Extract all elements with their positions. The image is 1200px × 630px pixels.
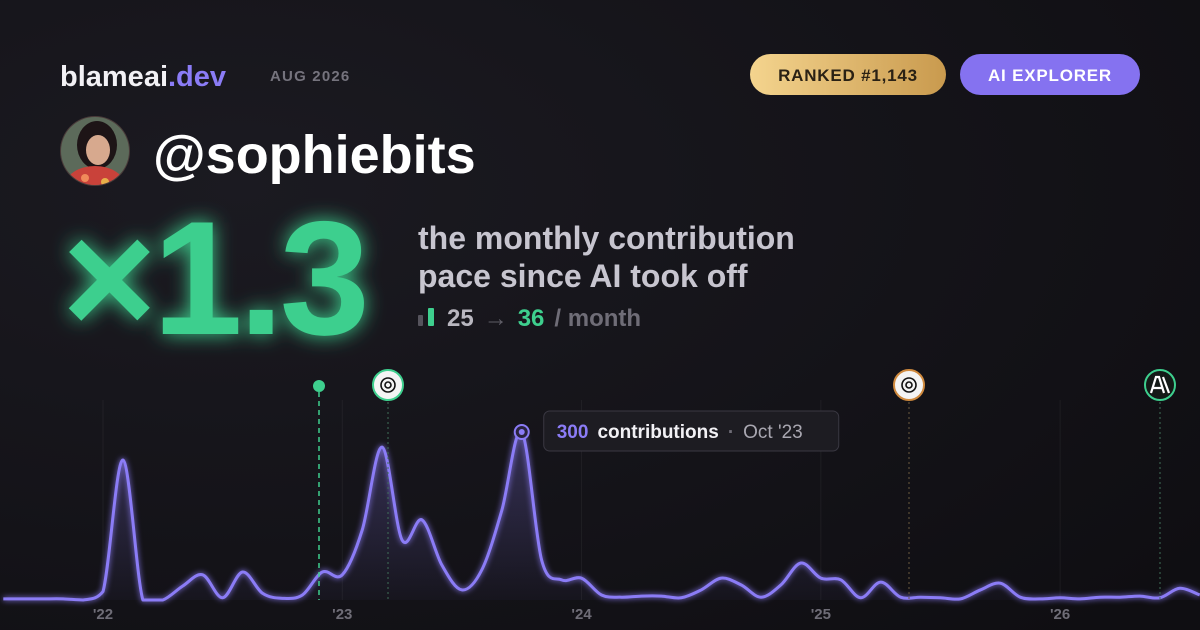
pace-arrow: → <box>484 305 508 332</box>
tooltip-date: Oct '23 <box>743 422 803 443</box>
x-tick-label: '22 <box>93 606 113 623</box>
date: AUG 2026 <box>270 68 350 85</box>
tooltip <box>543 410 840 452</box>
event-icon <box>1144 369 1176 401</box>
pace-unit: / month <box>554 305 641 332</box>
x-tick-label: '25 <box>811 606 831 623</box>
tooltip-text: 300 contributions · Oct '23 <box>557 422 803 443</box>
event-markers <box>313 369 1176 600</box>
highlight-core <box>518 429 525 435</box>
tier-badge <box>960 54 1140 95</box>
multiplier: ×1.3 <box>62 188 366 369</box>
tooltip-value: 300 <box>557 422 589 443</box>
pace-before: 25 <box>447 305 474 332</box>
event-glyph <box>1149 375 1171 394</box>
brand: blameai.dev <box>60 61 226 93</box>
pace: 25 → 36 / month <box>447 305 641 332</box>
pace-icon <box>428 308 434 326</box>
brand-tld: .dev <box>168 61 226 93</box>
pace-after: 36 <box>518 305 545 332</box>
avatar <box>60 116 130 186</box>
event-dot <box>313 380 325 392</box>
handle: @sophiebits <box>153 125 476 185</box>
event-icon <box>893 369 925 401</box>
event-glyph <box>901 377 917 393</box>
event-glyph <box>380 377 396 393</box>
tooltip-separator: · <box>728 422 734 443</box>
tooltip-unit: contributions <box>597 422 718 443</box>
rank-badge-text: RANKED #1,143 <box>778 66 918 85</box>
pace-icon <box>418 315 423 326</box>
x-tick-label: '24 <box>571 606 592 623</box>
description-line: pace since AI took off <box>418 258 748 294</box>
x-tick-label: '26 <box>1050 606 1070 623</box>
line <box>3 430 1200 602</box>
tier-badge-text: AI EXPLORER <box>988 66 1112 85</box>
description-line: the monthly contribution <box>418 220 795 256</box>
rank-badge <box>750 54 946 95</box>
area <box>3 431 1200 600</box>
x-tick-label: '23 <box>332 606 352 623</box>
event-icon <box>372 369 404 401</box>
chart: '22 '23 '24 '25 '26 300 contributions · Oct '23 <box>3 400 1200 623</box>
brand-name: blameai <box>60 61 168 93</box>
